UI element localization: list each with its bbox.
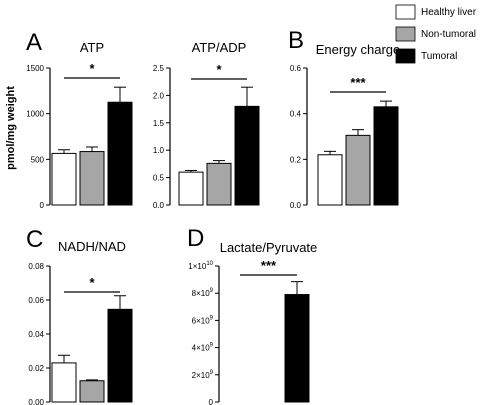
y-tick-label-atp: 0 bbox=[40, 201, 45, 210]
y-tick-label-lactate-pyruvate: 2×109 bbox=[192, 370, 214, 380]
bar-healthy-liver bbox=[178, 171, 204, 206]
y-tick-label-lactate-pyruvate: 1×1010 bbox=[188, 261, 213, 271]
bar-tumoral bbox=[107, 101, 133, 206]
y-tick-label-nadh-nad: 0.02 bbox=[28, 364, 44, 373]
y-tick-label-energy-charge: 0.2 bbox=[290, 155, 302, 164]
legend-label-healthy-liver: Healthy liver bbox=[421, 7, 477, 18]
panel-atp-adp: ATP/ADP 0.0 0.5 1.0 1.5 2.0 2.5 * bbox=[153, 40, 260, 210]
panel-letter-nadh-nad: C bbox=[26, 226, 43, 253]
y-tick-label-nadh-nad: 0.04 bbox=[28, 330, 44, 339]
bar-non-tumoral bbox=[79, 151, 105, 206]
panel-letter-energy-charge: B bbox=[288, 27, 304, 54]
significance-marker-energy-charge: *** bbox=[350, 75, 366, 90]
bar-non-tumoral bbox=[206, 162, 232, 206]
legend: Healthy liver Non-tumoral Tumoral bbox=[395, 4, 477, 64]
y-tick-label-nadh-nad: 0.08 bbox=[28, 262, 44, 271]
y-tick-label-atp-adp: 2.0 bbox=[153, 91, 165, 100]
significance-marker-lactate-pyruvate: *** bbox=[261, 258, 277, 273]
y-tick-label-energy-charge: 0.4 bbox=[290, 110, 302, 119]
legend-swatch-non-tumoral bbox=[395, 26, 416, 42]
significance-marker-atp: * bbox=[89, 61, 95, 76]
panel-title-atp-adp: ATP/ADP bbox=[192, 40, 247, 55]
y-tick-label-energy-charge: 0.6 bbox=[290, 64, 302, 73]
y-tick-label-lactate-pyruvate: 8×109 bbox=[192, 288, 214, 298]
panel-lactate-pyruvate: D Lactate/Pyruvate 0 2×109 4×109 6×109 8×109 1×… bbox=[187, 225, 317, 405]
legend-swatch-tumoral bbox=[395, 48, 416, 64]
panel-atp: A ATP 0 500 1000 1500 * bbox=[26, 29, 133, 210]
bar-tumoral bbox=[373, 106, 399, 206]
y-tick-label-lactate-pyruvate: 6×109 bbox=[192, 315, 214, 325]
y-tick-label-energy-charge: 0.0 bbox=[290, 201, 302, 210]
bar-non-tumoral bbox=[79, 380, 105, 403]
y-tick-label-lactate-pyruvate: 4×109 bbox=[192, 343, 214, 353]
panel-title-nadh-nad: NADH/NAD bbox=[58, 239, 126, 254]
y-tick-label-lactate-pyruvate: 0 bbox=[209, 398, 214, 405]
y-tick-label-atp-adp: 2.5 bbox=[153, 64, 165, 73]
y-tick-label-atp: 1500 bbox=[26, 64, 44, 73]
panel-title-energy-charge: Energy charge bbox=[316, 42, 401, 57]
bar-healthy-liver bbox=[51, 152, 77, 206]
y-tick-label-atp-adp: 0.0 bbox=[153, 201, 165, 210]
bar-non-tumoral bbox=[345, 134, 371, 206]
significance-marker-atp-adp: * bbox=[216, 62, 222, 77]
y-tick-label-nadh-nad: 0.06 bbox=[28, 296, 44, 305]
legend-label-tumoral: Tumoral bbox=[421, 51, 457, 62]
y-tick-label-atp: 500 bbox=[31, 155, 45, 164]
y-tick-label-atp: 1000 bbox=[26, 110, 44, 119]
panel-title-lactate-pyruvate: Lactate/Pyruvate bbox=[220, 240, 318, 255]
bar-tumoral bbox=[107, 308, 133, 403]
panel-title-atp: ATP bbox=[80, 40, 104, 55]
bar-tumoral bbox=[234, 105, 260, 206]
significance-marker-nadh-nad: * bbox=[89, 275, 95, 290]
bar-healthy-liver bbox=[317, 154, 343, 206]
y-tick-label-atp-adp: 0.5 bbox=[153, 174, 165, 183]
y-axis-label: pmol/mg weight bbox=[5, 86, 17, 170]
legend-swatch-healthy-liver bbox=[395, 4, 416, 20]
panel-letter-lactate-pyruvate: D bbox=[187, 225, 204, 252]
panel-energy-charge: B Energy charge 0.0 0.2 0.4 0.6 *** bbox=[288, 27, 400, 210]
y-tick-label-atp-adp: 1.5 bbox=[153, 119, 165, 128]
y-tick-label-nadh-nad: 0.00 bbox=[28, 398, 44, 405]
bar-tumoral bbox=[284, 294, 310, 403]
y-tick-label-atp-adp: 1.0 bbox=[153, 146, 165, 155]
panel-letter-atp: A bbox=[26, 29, 42, 56]
legend-label-non-tumoral: Non-tumoral bbox=[421, 29, 476, 40]
bar-healthy-liver bbox=[51, 362, 77, 403]
panel-nadh-nad: C NADH/NAD 0.00 0.02 0.04 0.06 0.08 * bbox=[26, 226, 133, 405]
